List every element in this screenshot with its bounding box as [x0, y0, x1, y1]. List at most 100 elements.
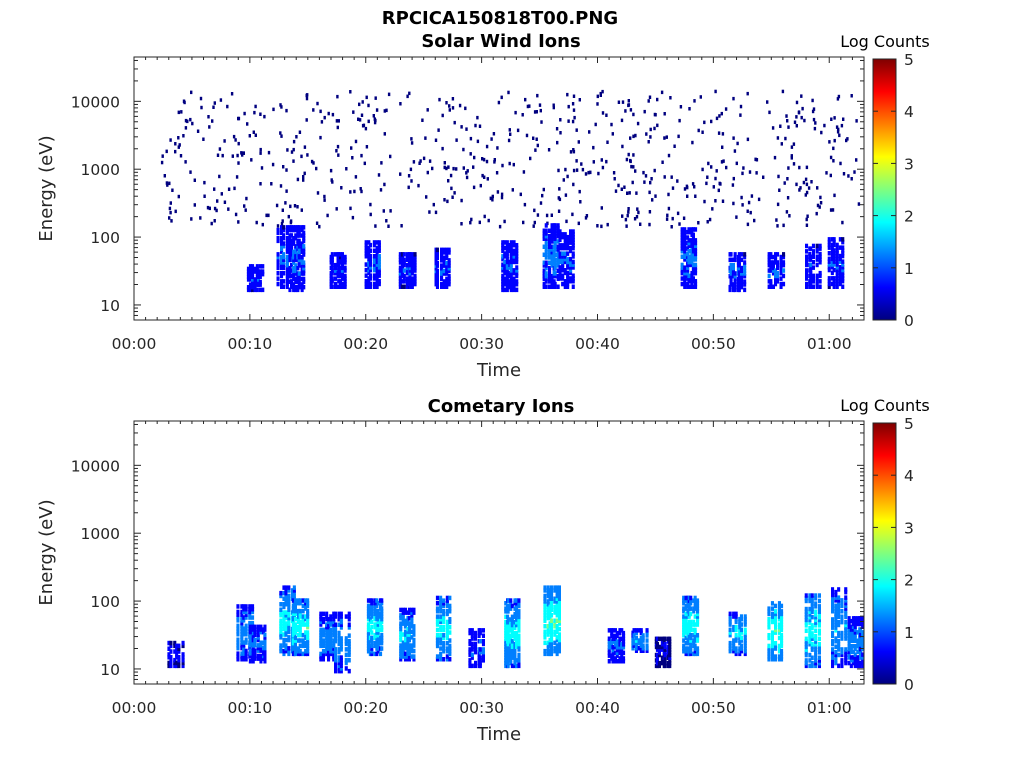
data-cell	[251, 648, 255, 653]
data-cell	[246, 271, 250, 277]
data-cell	[319, 614, 323, 619]
data-cell	[558, 256, 562, 262]
data-cell	[327, 633, 331, 638]
data-cell	[248, 637, 252, 643]
data-cell	[683, 257, 687, 262]
data-cell	[410, 615, 414, 621]
data-cell	[634, 638, 638, 643]
data-cell	[262, 629, 266, 635]
data-cell	[294, 271, 298, 276]
data-cell	[557, 632, 561, 637]
data-cell	[513, 660, 517, 666]
data-cell	[417, 183, 420, 188]
data-cell	[548, 260, 552, 265]
data-cell	[407, 615, 411, 621]
data-cell	[366, 616, 370, 622]
data-cell	[279, 184, 283, 188]
data-cell	[740, 284, 744, 290]
data-cell	[840, 609, 844, 614]
data-cell	[366, 649, 370, 654]
data-cell	[849, 630, 853, 635]
data-cell	[304, 598, 308, 603]
data-cell	[564, 167, 567, 172]
data-cell	[613, 633, 617, 639]
data-cell	[448, 619, 452, 625]
data-cell	[655, 644, 659, 650]
data-cell	[841, 262, 845, 267]
data-cell	[453, 191, 456, 195]
data-cell	[834, 652, 838, 658]
data-cell	[657, 647, 661, 652]
data-cell	[297, 651, 301, 657]
data-cell	[740, 268, 744, 273]
data-cell	[413, 281, 417, 287]
data-cell	[505, 287, 509, 293]
data-cell	[298, 643, 302, 649]
data-cell	[300, 241, 304, 246]
data-cell	[487, 218, 490, 223]
data-cell	[236, 643, 240, 648]
data-cell	[373, 606, 377, 611]
data-cell	[544, 284, 548, 289]
data-cell	[497, 100, 501, 105]
data-cell	[804, 623, 808, 628]
data-cell	[607, 645, 611, 650]
data-cell	[439, 606, 443, 611]
data-cell	[297, 624, 301, 630]
data-cell	[325, 635, 329, 641]
plot-frame	[133, 56, 865, 321]
data-cell	[851, 621, 855, 627]
data-cell	[252, 130, 255, 134]
data-cell	[682, 606, 686, 611]
data-cell	[280, 260, 284, 265]
data-cell	[439, 625, 443, 630]
data-cell	[770, 646, 774, 651]
data-cell	[504, 652, 508, 658]
data-cell	[637, 210, 640, 215]
data-cell	[337, 636, 341, 641]
data-cell	[832, 278, 836, 284]
data-cell	[280, 279, 284, 284]
data-cell	[693, 627, 697, 633]
data-cell	[412, 160, 416, 164]
data-cell	[861, 655, 864, 660]
data-cell	[599, 93, 602, 97]
data-cell	[738, 622, 742, 627]
data-cell	[552, 279, 556, 284]
data-cell	[743, 640, 747, 646]
data-cell	[575, 168, 579, 172]
data-cell	[557, 168, 560, 173]
data-cell	[244, 654, 248, 659]
data-cell	[442, 625, 446, 630]
data-cell	[683, 246, 687, 251]
data-cell	[340, 271, 344, 276]
data-cell	[435, 252, 439, 258]
data-cell	[691, 246, 695, 251]
data-cell	[169, 138, 172, 142]
data-cell	[319, 643, 323, 649]
data-cell	[844, 609, 848, 614]
data-cell	[635, 215, 639, 219]
data-cell	[643, 109, 646, 114]
data-cell	[737, 254, 741, 260]
data-cell	[850, 94, 853, 98]
data-cell	[284, 585, 288, 590]
data-cell	[434, 266, 438, 271]
data-cell	[513, 636, 517, 641]
data-cell	[426, 108, 429, 112]
data-cell	[332, 654, 336, 659]
data-cell	[558, 251, 562, 256]
data-cell	[372, 276, 376, 281]
data-cell	[546, 585, 550, 590]
data-cell	[834, 598, 838, 603]
data-cell	[517, 639, 521, 644]
data-cell	[682, 619, 686, 625]
data-cell	[838, 276, 842, 281]
data-cell	[509, 660, 513, 666]
data-cell	[344, 636, 348, 641]
x-tick-label: 01:00	[807, 335, 852, 353]
data-cell	[500, 95, 503, 100]
data-cell	[343, 257, 347, 262]
data-cell	[354, 175, 358, 179]
data-cell	[282, 271, 286, 276]
